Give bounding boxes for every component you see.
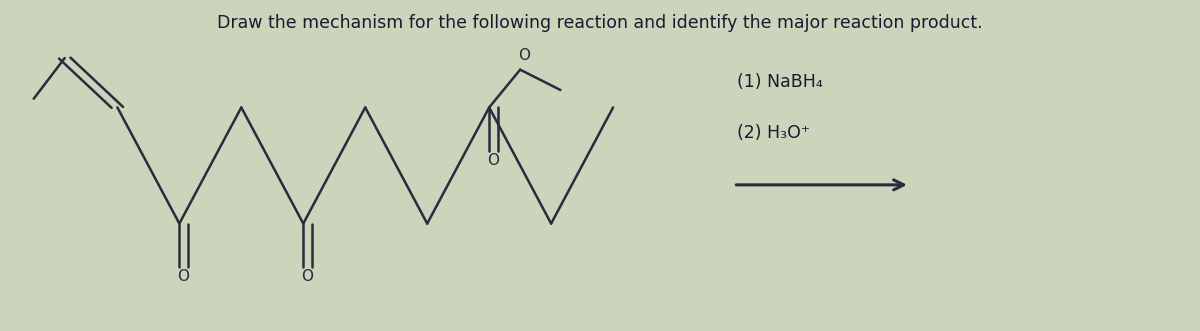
Text: Draw the mechanism for the following reaction and identify the major reaction pr: Draw the mechanism for the following rea…	[217, 14, 983, 32]
Text: O: O	[178, 269, 190, 284]
Text: O: O	[517, 48, 529, 63]
Text: O: O	[301, 269, 313, 284]
Text: (1) NaBH₄: (1) NaBH₄	[737, 72, 823, 91]
Text: (2) H₃O⁺: (2) H₃O⁺	[737, 124, 810, 142]
Text: O: O	[487, 153, 499, 167]
